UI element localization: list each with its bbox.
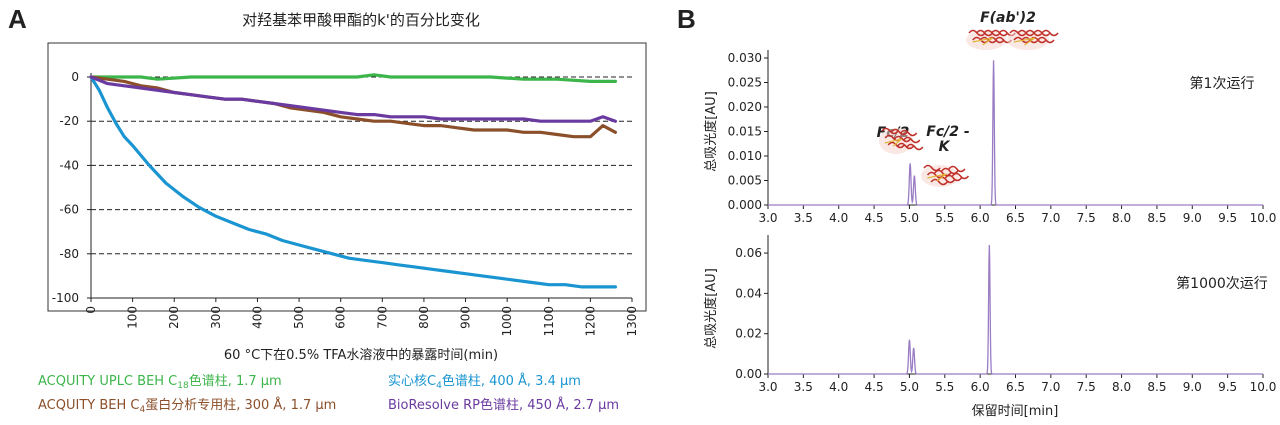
- y-tick-label: -20: [59, 114, 79, 128]
- structure-ribbon: [927, 173, 947, 182]
- x-tick-label: 10.0: [1250, 211, 1277, 225]
- y-tick-label: 0.00: [735, 367, 762, 381]
- x-tick-label: 1300: [625, 306, 639, 337]
- y-tick-label: -60: [59, 203, 79, 217]
- x-tick-label: 5.0: [900, 380, 919, 394]
- fc2-k-structure-icon: [921, 164, 970, 187]
- x-tick-label: 3.5: [794, 211, 813, 225]
- chart-b-top-plot: 0.000 0.005 0.010 0.015 0.020 0.025 0.030 3.0 3.…: [703, 10, 1276, 225]
- x-tick-label: 100: [126, 306, 140, 329]
- run-label: 第1000次运行: [1176, 275, 1268, 292]
- panel-b-letter: B: [677, 4, 696, 34]
- x-tick-label: 5.5: [935, 211, 954, 225]
- x-tick-label: 400: [250, 306, 264, 329]
- y-tick-label: 0: [71, 70, 79, 84]
- x-tick-label: 5.0: [900, 211, 919, 225]
- y-tick-label: 0.010: [728, 149, 762, 163]
- panel-a-letter: A: [8, 4, 27, 34]
- x-tick-label: 3.5: [794, 380, 813, 394]
- x-tick-label: 300: [209, 306, 223, 329]
- y-tick-label: -100: [52, 291, 79, 305]
- structure-ribbon: [1013, 37, 1036, 46]
- chart-a-plot: 0 -20 -40 -60 -80 -100 0 100 200 300 400 500 600 700 8…: [47, 42, 647, 337]
- y-tick-label: 0.030: [728, 51, 762, 65]
- x-tick-label: 8.5: [1147, 380, 1166, 394]
- x-tick-label: 900: [459, 306, 473, 329]
- y-tick-label: 0.025: [728, 76, 762, 90]
- x-tick-label: 700: [375, 306, 389, 329]
- x-tick-label: 6.0: [971, 211, 990, 225]
- chart-a-frame: [47, 42, 647, 312]
- x-tick-label: 1000: [500, 306, 514, 337]
- x-tick-label: 8.5: [1147, 211, 1166, 225]
- x-tick-label: 9.5: [1218, 380, 1237, 394]
- run-label: 第1次运行: [1190, 75, 1255, 92]
- x-tick-label: 1200: [583, 306, 597, 337]
- structure-ribbon: [884, 138, 903, 147]
- fab2-structure-icon-right: [1007, 29, 1059, 50]
- x-tick-label: 0: [84, 306, 98, 314]
- y-tick-label: 0.04: [735, 286, 762, 300]
- x-tick-label: 10.0: [1250, 380, 1277, 394]
- x-tick-label: 4.0: [829, 211, 848, 225]
- x-tick-label: 8.0: [1112, 380, 1131, 394]
- chromatogram-trace: [768, 245, 1263, 375]
- x-tick-label: 6.5: [1006, 211, 1025, 225]
- chart-a-title: 对羟基苯甲酸甲酯的k'的百分比变化: [242, 11, 480, 29]
- chart-a-xlabel: 60 °C下在0.5% TFA水溶液中的暴露时间(min): [224, 347, 498, 363]
- x-tick-label: 200: [167, 306, 181, 329]
- x-tick-label: 3.0: [758, 211, 777, 225]
- x-tick-label: 4.0: [829, 380, 848, 394]
- x-tick-label: 3.0: [758, 380, 777, 394]
- x-tick-label: 9.0: [1183, 380, 1202, 394]
- structure-ribbon: [881, 127, 924, 151]
- chart-b-bottom-plot: 0.00 0.02 0.04 0.06 3.0 3.5 4.0 4.5 5.0 5.5 6.0 6.5…: [703, 235, 1276, 394]
- series-line-3: [89, 75, 618, 123]
- x-tick-label: 1100: [542, 306, 556, 337]
- legend-entry-1: 实心核C4色谱柱, 400 Å, 3.4 μm: [388, 373, 581, 391]
- x-tick-label: 7.5: [1077, 211, 1096, 225]
- y-tick-label: 0.020: [728, 100, 762, 114]
- series-line-2: [89, 75, 618, 139]
- fab2-structure-icon-left: [966, 29, 1016, 50]
- legend-entry-0: ACQUITY UPLC BEH C18色谱柱, 1.7 μm: [38, 373, 282, 391]
- x-tick-label: 800: [417, 306, 431, 329]
- x-tick-label: 4.5: [865, 211, 884, 225]
- x-tick-label: 7.5: [1077, 380, 1096, 394]
- series-line-0: [89, 73, 618, 84]
- x-tick-label: 8.0: [1112, 211, 1131, 225]
- y-tick-label: -80: [59, 247, 79, 261]
- y-tick-label: 0.015: [728, 125, 762, 139]
- y-tick-label: 0.06: [735, 246, 762, 260]
- x-tick-label: 6.5: [1006, 380, 1025, 394]
- x-tick-label: 600: [334, 306, 348, 329]
- chart-a-legend: ACQUITY UPLC BEH C18色谱柱, 1.7 μm 实心核C4色谱柱,…: [38, 373, 619, 415]
- x-tick-label: 5.5: [935, 380, 954, 394]
- y-axis-label: 总吸光度[AU]: [703, 91, 719, 172]
- y-tick-label: 0.02: [735, 327, 762, 341]
- x-tick-label: 4.5: [865, 380, 884, 394]
- chart-b-xlabel: 保留时间[min]: [972, 404, 1059, 419]
- x-tick-label: 6.0: [971, 380, 990, 394]
- chromatogram-trace: [768, 60, 1263, 206]
- y-tick-label: 0.005: [728, 174, 762, 188]
- annotation-fc2-k-line2: K: [939, 139, 951, 155]
- x-tick-label: 9.0: [1183, 211, 1202, 225]
- legend-entry-3: BioResolve RP色谱柱, 450 Å, 2.7 μm: [388, 397, 619, 413]
- y-axis-label: 总吸光度[AU]: [703, 268, 719, 349]
- y-tick-label: -40: [59, 158, 79, 172]
- y-tick-label: 0.000: [728, 198, 762, 212]
- x-tick-label: 7.0: [1041, 211, 1060, 225]
- annotation-fab2: F(ab')2: [980, 10, 1036, 26]
- legend-entry-2: ACQUITY BEH C4蛋白分析专用柱, 300 Å, 1.7 μm: [38, 397, 336, 415]
- x-tick-label: 9.5: [1218, 211, 1237, 225]
- series-line-1: [89, 75, 618, 289]
- structure-ribbon: [923, 164, 970, 186]
- structure-ribbon: [972, 37, 994, 46]
- x-tick-label: 7.0: [1041, 380, 1060, 394]
- fc2-structure-icon: [879, 127, 924, 154]
- annotation-fc2-k-line1: Fc/2 -: [926, 124, 970, 140]
- x-tick-label: 500: [292, 306, 306, 329]
